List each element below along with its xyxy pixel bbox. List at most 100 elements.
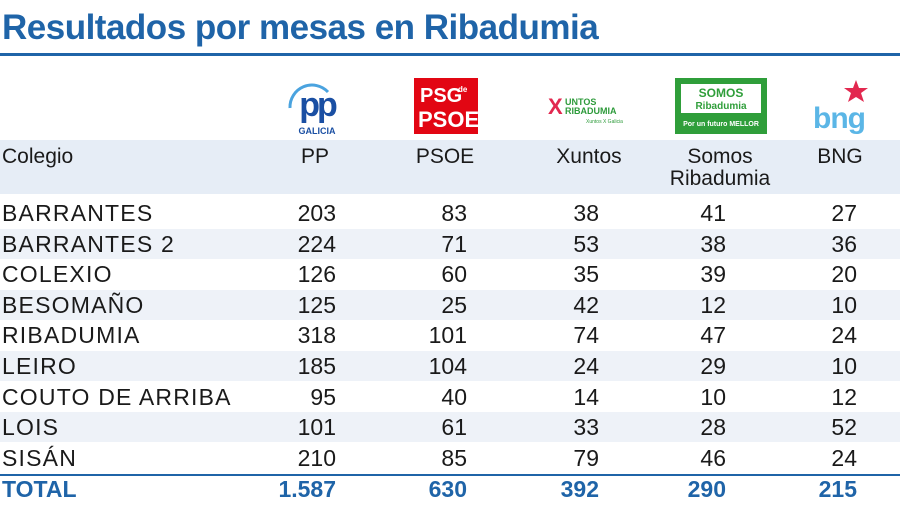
value-cell-bng: 36 — [831, 231, 857, 257]
total-cell-somos: 290 — [687, 476, 726, 502]
total-row: TOTAL 1.587 630 392 290 215 — [0, 474, 900, 504]
value-cell-somos: 46 — [700, 445, 726, 471]
value-cell-bng: 27 — [831, 200, 857, 226]
value-cell-bng: 10 — [831, 353, 857, 379]
total-label: TOTAL — [2, 476, 77, 502]
table-row: COLEXIO 126 60 35 39 20 — [0, 259, 900, 289]
value-cell-psoe: 85 — [441, 445, 467, 471]
psoe-logo-line2: PSOE — [418, 107, 478, 132]
pp-logo: pp GALICIA — [284, 80, 350, 136]
value-cell-bng: 12 — [831, 384, 857, 410]
value-cell-psoe: 83 — [441, 200, 467, 226]
value-cell-somos: 29 — [700, 353, 726, 379]
value-cell-bng: 20 — [831, 261, 857, 287]
value-cell-psoe: 25 — [441, 292, 467, 318]
colegio-cell: BESOMAÑO — [2, 292, 145, 318]
column-header-colegio: Colegio — [2, 145, 74, 168]
column-header-xuntos: Xuntos — [556, 145, 622, 168]
psoe-logo-sup: de — [458, 85, 468, 94]
value-cell-psoe: 71 — [441, 231, 467, 257]
value-cell-somos: 39 — [700, 261, 726, 287]
colegio-cell: SISÁN — [2, 445, 78, 471]
value-cell-psoe: 60 — [441, 261, 467, 287]
value-cell-somos: 38 — [700, 231, 726, 257]
colegio-cell: LEIRO — [2, 353, 78, 379]
value-cell-somos: 10 — [700, 384, 726, 410]
row-stripe — [0, 412, 900, 442]
value-cell-bng: 10 — [831, 292, 857, 318]
value-cell-xuntos: 79 — [573, 445, 599, 471]
value-cell-somos: 12 — [700, 292, 726, 318]
xuntos-logo: X UNTOS RIBADUMIA Xuntos X Galicia — [540, 76, 638, 136]
value-cell-somos: 41 — [700, 200, 726, 226]
value-cell-pp: 210 — [297, 445, 336, 471]
value-cell-pp: 125 — [297, 292, 336, 318]
table-row: RIBADUMIA 318 101 74 47 24 — [0, 320, 900, 350]
value-cell-xuntos: 42 — [573, 292, 599, 318]
value-cell-pp: 101 — [297, 414, 336, 440]
table-row: BARRANTES 2 224 71 53 38 36 — [0, 229, 900, 259]
somos-logo-tag: Por un futuro MELLOR — [683, 121, 759, 128]
colegio-cell: LOIS — [2, 414, 60, 440]
table-row: LOIS 101 61 33 28 52 — [0, 412, 900, 442]
value-cell-pp: 185 — [297, 353, 336, 379]
value-cell-psoe: 101 — [428, 322, 467, 348]
colegio-cell: COUTO DE ARRIBA — [2, 384, 232, 410]
value-cell-psoe: 40 — [441, 384, 467, 410]
value-cell-xuntos: 35 — [573, 261, 599, 287]
value-cell-bng: 24 — [831, 322, 857, 348]
total-cell-xuntos: 392 — [560, 476, 599, 502]
table-row: BESOMAÑO 125 25 42 12 10 — [0, 290, 900, 320]
total-cell-pp: 1.587 — [278, 476, 336, 502]
xuntos-logo-line2: RIBADUMIA — [565, 106, 617, 116]
colegio-cell: RIBADUMIA — [2, 322, 141, 348]
table-row: BARRANTES 203 83 38 41 27 — [0, 198, 900, 228]
xuntos-logo-line1: UNTOS — [565, 97, 596, 107]
colegio-cell: BARRANTES — [2, 200, 154, 226]
pp-logo-sub: GALICIA — [299, 126, 336, 136]
psoe-logo: PSG de PSOE — [414, 78, 479, 134]
total-divider — [0, 474, 900, 476]
column-header-bng: BNG — [817, 145, 863, 168]
table-row: SISÁN 210 85 79 46 24 — [0, 443, 900, 473]
table-row: COUTO DE ARRIBA 95 40 14 10 12 — [0, 382, 900, 412]
value-cell-somos: 47 — [700, 322, 726, 348]
xuntos-logo-mark: X — [548, 94, 563, 119]
psoe-logo-line1: PSG — [420, 85, 462, 107]
bng-logo: bng — [806, 78, 876, 136]
value-cell-xuntos: 33 — [573, 414, 599, 440]
colegio-cell: COLEXIO — [2, 261, 113, 287]
xuntos-logo-tag: Xuntos X Galicia — [586, 119, 623, 125]
colegio-cell: BARRANTES 2 — [2, 231, 175, 257]
column-header-somos-ribadumia: Somos Ribadumia — [669, 145, 771, 190]
somos-logo-line2: Ribadumia — [695, 101, 747, 112]
value-cell-bng: 24 — [831, 445, 857, 471]
value-cell-xuntos: 53 — [573, 231, 599, 257]
value-cell-pp: 224 — [297, 231, 336, 257]
value-cell-pp: 126 — [297, 261, 336, 287]
table-header-band — [0, 140, 900, 194]
row-stripe — [0, 290, 900, 320]
value-cell-pp: 203 — [297, 200, 336, 226]
somos-logo: SOMOS Ribadumia Por un futuro MELLOR — [675, 78, 767, 134]
value-cell-pp: 95 — [310, 384, 336, 410]
value-cell-xuntos: 74 — [573, 322, 599, 348]
row-stripe — [0, 351, 900, 381]
value-cell-somos: 28 — [700, 414, 726, 440]
total-cell-psoe: 630 — [428, 476, 467, 502]
value-cell-psoe: 61 — [441, 414, 467, 440]
bng-logo-text: bng — [813, 102, 865, 135]
value-cell-xuntos: 24 — [573, 353, 599, 379]
value-cell-pp: 318 — [297, 322, 336, 348]
row-stripe — [0, 229, 900, 259]
column-header-pp: PP — [300, 145, 329, 168]
value-cell-bng: 52 — [831, 414, 857, 440]
column-header-psoe: PSOE — [415, 145, 475, 168]
somos-logo-line1: SOMOS — [699, 86, 744, 100]
total-cell-bng: 215 — [818, 476, 857, 502]
value-cell-psoe: 104 — [428, 353, 467, 379]
table-row: LEIRO 185 104 24 29 10 — [0, 351, 900, 381]
value-cell-xuntos: 38 — [573, 200, 599, 226]
page-title: Resultados por mesas en Ribadumia — [2, 8, 599, 47]
value-cell-xuntos: 14 — [573, 384, 599, 410]
